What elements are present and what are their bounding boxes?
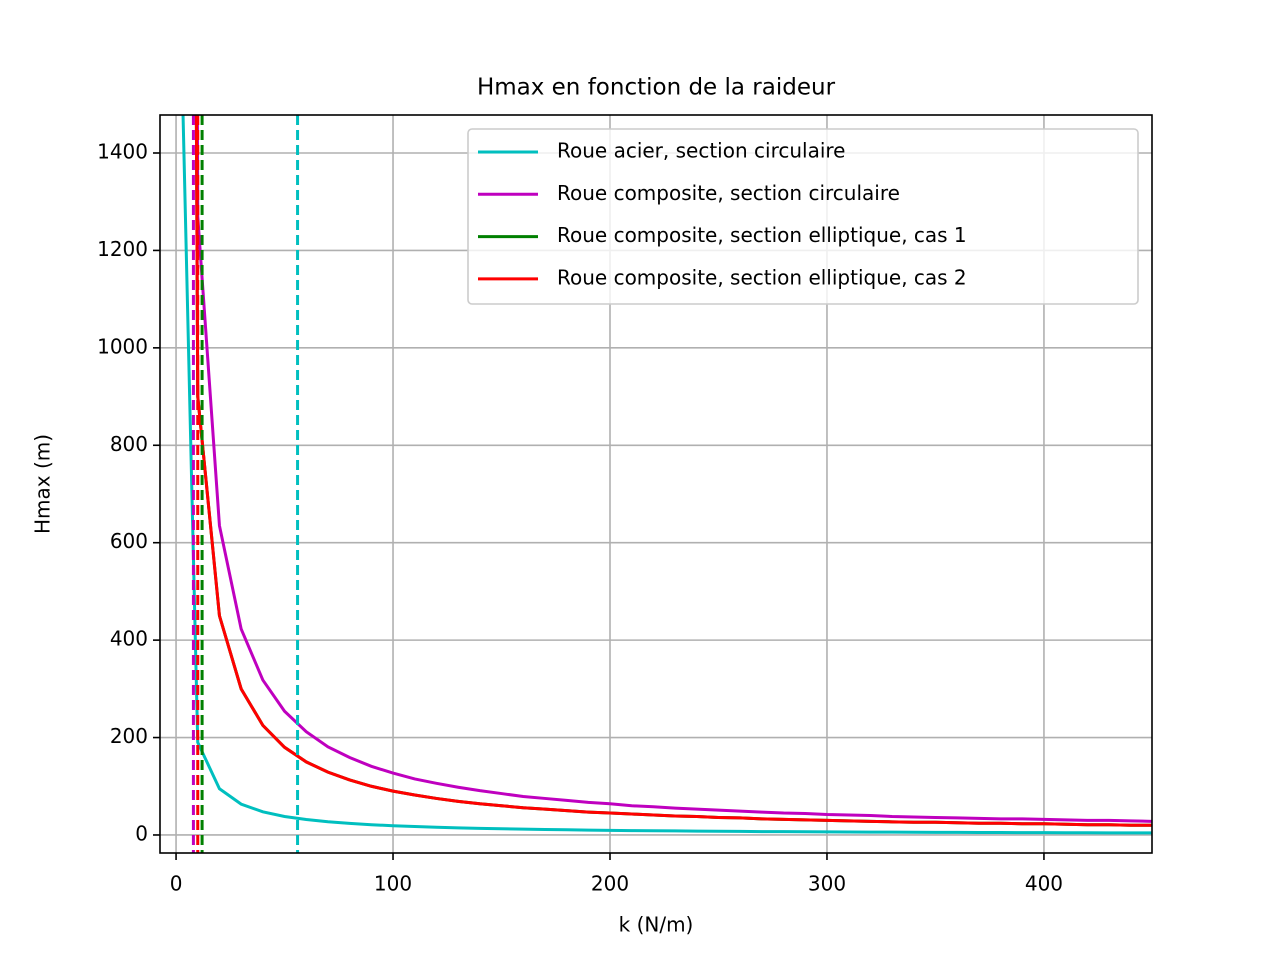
plot-area (181, 115, 1152, 853)
x-tick-label: 300 (808, 872, 846, 896)
line-series (194, 115, 1152, 827)
legend-label: Roue composite, section elliptique, cas … (557, 265, 967, 289)
y-tick-label: 200 (110, 724, 148, 748)
x-tick-label: 200 (591, 872, 629, 896)
y-axis-label: Hmax (m) (31, 434, 55, 534)
y-tick-label: 1400 (97, 139, 148, 163)
legend: Roue acier, section circulaire Roue compo… (467, 128, 1139, 305)
legend-label: Roue composite, section elliptique, cas … (557, 223, 967, 247)
line-series (195, 115, 1152, 823)
x-tick-label: 400 (1025, 872, 1063, 896)
line-series (181, 115, 1152, 835)
x-tick-label: 0 (170, 872, 183, 896)
x-axis-label: k (N/m) (619, 913, 694, 937)
y-tick-label: 1000 (97, 334, 148, 358)
x-tick-label: 100 (374, 872, 412, 896)
y-tick-label: 0 (135, 821, 148, 845)
legend-label: Roue acier, section circulaire (557, 139, 845, 163)
chart-title: Hmax en fonction de la raideur (477, 75, 836, 101)
legend-box (467, 128, 1139, 305)
y-tick-label: 400 (110, 627, 148, 651)
y-tick-label: 600 (110, 529, 148, 553)
plot-frame (159, 114, 1153, 854)
y-tick-label: 1200 (97, 237, 148, 261)
y-tick-label: 800 (110, 432, 148, 456)
legend-label: Roue composite, section circulaire (557, 181, 900, 205)
